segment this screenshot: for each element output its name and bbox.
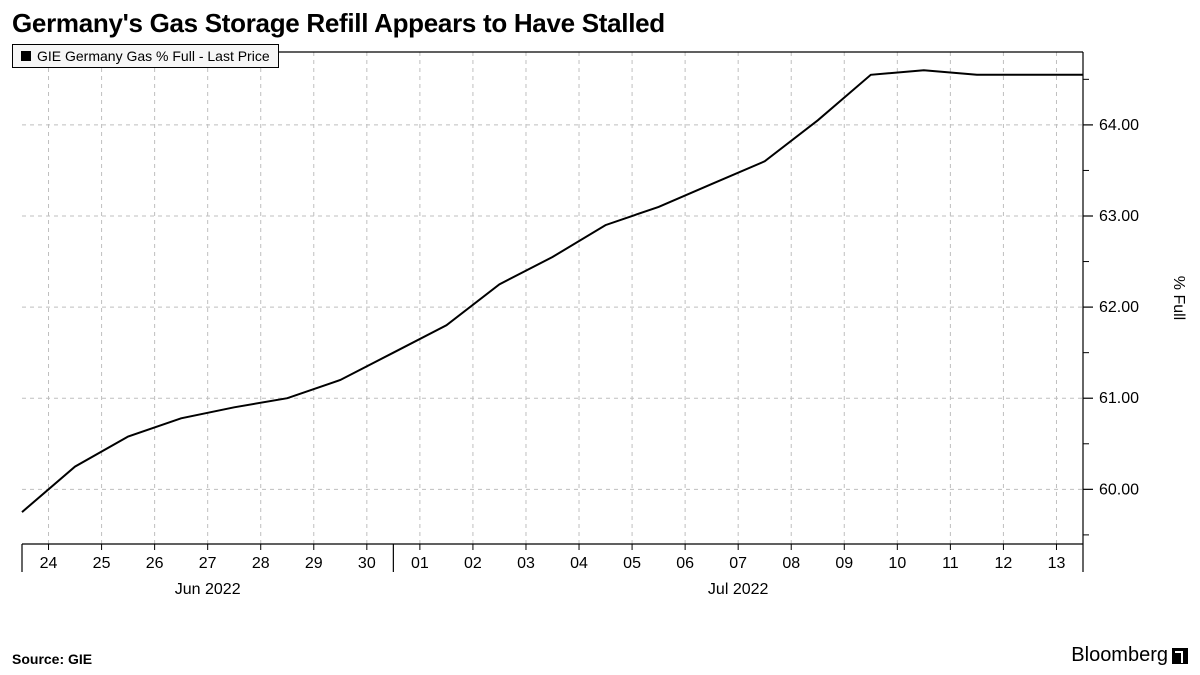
svg-text:29: 29 [305, 555, 323, 572]
legend-swatch [21, 51, 31, 61]
svg-text:04: 04 [570, 555, 588, 572]
chart-container: Germany's Gas Storage Refill Appears to … [0, 0, 1200, 675]
chart-title: Germany's Gas Storage Refill Appears to … [0, 0, 1200, 43]
svg-text:13: 13 [1048, 555, 1066, 572]
svg-text:06: 06 [676, 555, 694, 572]
svg-text:07: 07 [729, 555, 747, 572]
svg-text:28: 28 [252, 555, 270, 572]
svg-text:08: 08 [782, 555, 800, 572]
svg-text:05: 05 [623, 555, 641, 572]
svg-text:10: 10 [888, 555, 906, 572]
svg-text:% Full: % Full [1170, 276, 1187, 320]
brand-label: Bloomberg [1071, 644, 1168, 667]
line-chart-svg: 60.00 61.00 62.00 63.00 64.00 % Full 24 25 26 27 2… [12, 44, 1188, 604]
svg-text:63.00: 63.00 [1099, 208, 1139, 225]
svg-text:01: 01 [411, 555, 429, 572]
svg-text:09: 09 [835, 555, 853, 572]
svg-text:61.00: 61.00 [1099, 390, 1139, 407]
svg-text:26: 26 [146, 555, 164, 572]
svg-text:12: 12 [995, 555, 1013, 572]
brand-icon [1172, 648, 1188, 664]
brand: Bloomberg [1071, 644, 1188, 667]
source-text: Source: GIE [12, 651, 92, 667]
svg-text:62.00: 62.00 [1099, 299, 1139, 316]
svg-text:30: 30 [358, 555, 376, 572]
chart-area: GIE Germany Gas % Full - Last Price 60.0… [12, 44, 1188, 624]
svg-text:02: 02 [464, 555, 482, 572]
svg-text:64.00: 64.00 [1099, 117, 1139, 134]
svg-text:25: 25 [93, 555, 111, 572]
legend-label: GIE Germany Gas % Full - Last Price [37, 48, 270, 64]
svg-text:Jun 2022: Jun 2022 [175, 581, 241, 598]
svg-text:11: 11 [942, 555, 959, 572]
footer: Source: GIE Bloomberg [12, 644, 1188, 667]
svg-text:Jul 2022: Jul 2022 [708, 581, 769, 598]
svg-text:60.00: 60.00 [1099, 481, 1139, 498]
svg-text:27: 27 [199, 555, 217, 572]
legend: GIE Germany Gas % Full - Last Price [12, 44, 279, 68]
svg-text:03: 03 [517, 555, 535, 572]
svg-text:24: 24 [40, 555, 58, 572]
